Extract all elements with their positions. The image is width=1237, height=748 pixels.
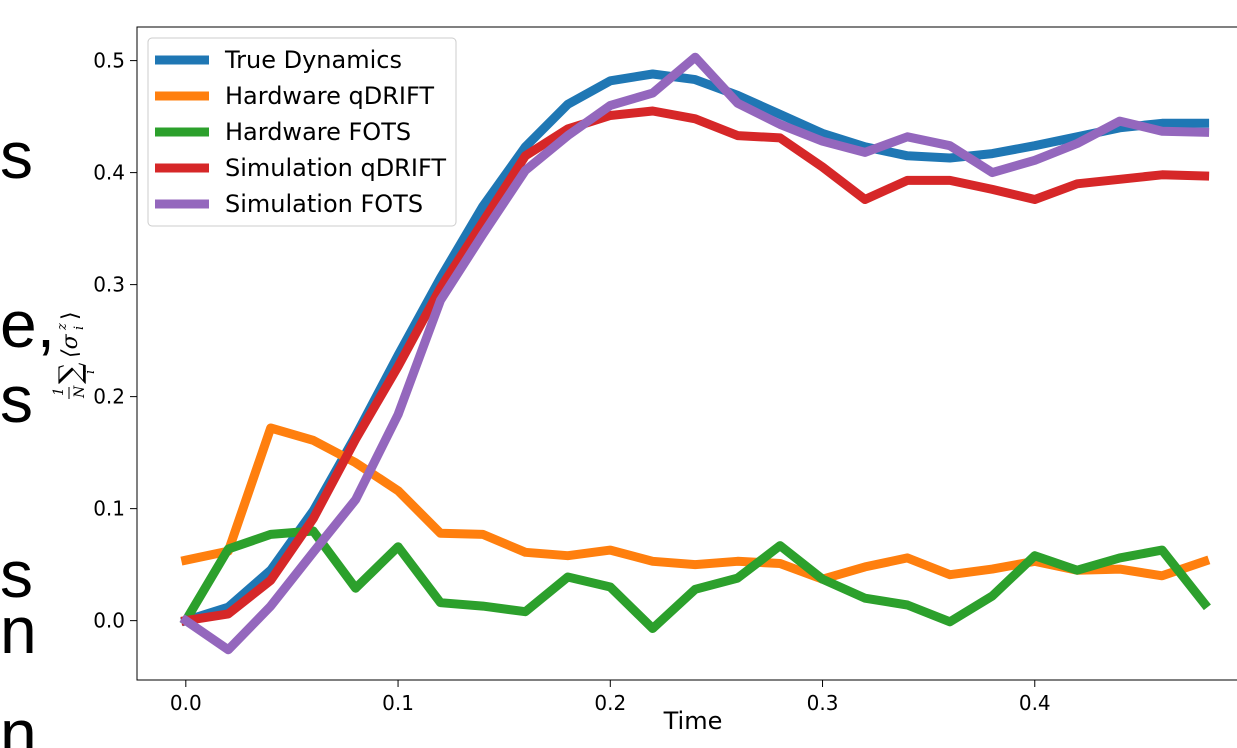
series-line-simulation-fots	[179, 52, 1210, 655]
y-axis: 0.0 0.1 0.2 0.3 0.4 0.5	[93, 49, 137, 633]
x-tick-label: 0.1	[382, 691, 414, 715]
x-axis: 0.00.10.20.30.40	[170, 680, 1051, 715]
legend: True Dynamics Hardware qDRIFT Hardware FOT…	[147, 37, 457, 227]
series-layer	[179, 52, 1211, 655]
svg-text:1: 1	[51, 387, 67, 396]
y-label-sigma: ⟨σ	[58, 333, 83, 358]
y-tick-label: 0.3	[93, 273, 125, 297]
side-text-fragment: n	[0, 696, 37, 748]
legend-label: Hardware qDRIFT	[225, 82, 434, 110]
legend-label: True Dynamics	[224, 46, 402, 74]
series-line-hardware-fots	[179, 526, 1211, 633]
series-line-hardware-qdrift	[180, 423, 1211, 584]
y-tick-label: 0.4	[93, 161, 125, 185]
cropped-side-text: s e, s s n n	[0, 0, 60, 748]
x-tick-label: 0.0	[170, 691, 202, 715]
y-label-sum: ∑	[53, 362, 88, 384]
side-text-fragment: s	[0, 537, 33, 611]
side-text-fragment: n	[0, 593, 37, 667]
side-text-fragment: e,	[0, 287, 56, 361]
plot-frame	[136, 26, 1237, 681]
y-label-close: ⟩	[58, 311, 83, 320]
legend-label: Hardware FOTS	[225, 118, 411, 146]
side-text-fragment: s	[0, 118, 33, 192]
y-tick-label: 0.2	[93, 385, 125, 409]
legend-label: Simulation FOTS	[225, 190, 423, 218]
x-tick-label: 0.2	[594, 691, 626, 715]
y-tick-label: 0.5	[93, 49, 125, 73]
x-tick-label: 0.3	[807, 691, 839, 715]
series-line-simulation-qdrift	[180, 106, 1210, 626]
y-label-subscript: i	[72, 326, 87, 330]
y-tick-label: 0.1	[93, 497, 125, 521]
side-text-fragment: s	[0, 362, 33, 436]
y-label-superscript: z	[55, 323, 70, 331]
y-label-denominator: N	[72, 385, 88, 399]
legend-box	[147, 37, 457, 227]
y-tick-label: 0.0	[93, 609, 125, 633]
y-axis-label: 1 N ∑ i ⟨σ z i ⟩	[51, 311, 98, 399]
x-axis-label: Time	[663, 707, 723, 735]
y-label-numerator: 1	[51, 387, 67, 396]
y-label-sum-index: i	[83, 370, 98, 374]
x-tick-label: 0.4	[1019, 691, 1051, 715]
legend-label: Simulation qDRIFT	[225, 154, 446, 182]
